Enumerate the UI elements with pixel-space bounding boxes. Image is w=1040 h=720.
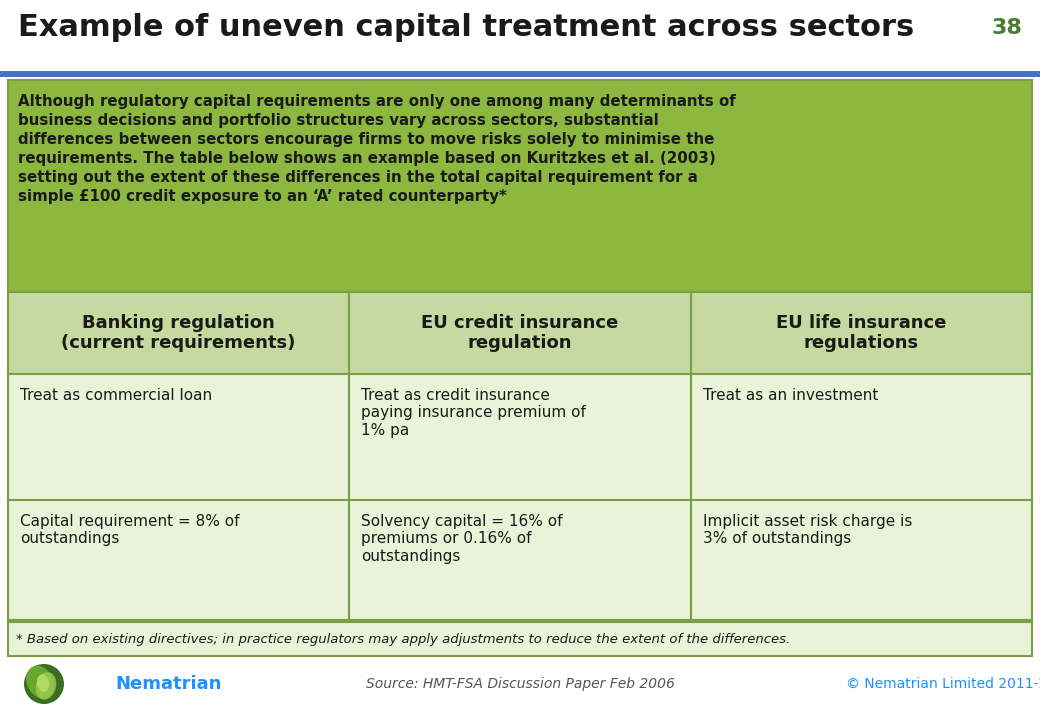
Text: Implicit asset risk charge is
3% of outstandings: Implicit asset risk charge is 3% of outs…	[703, 514, 912, 546]
Ellipse shape	[24, 664, 64, 704]
Text: Capital requirement = 8% of
outstandings: Capital requirement = 8% of outstandings	[20, 514, 239, 546]
Text: © Nematrian Limited 2011-2014: © Nematrian Limited 2011-2014	[847, 677, 1040, 691]
FancyBboxPatch shape	[0, 71, 1040, 77]
Text: EU credit insurance
regulation: EU credit insurance regulation	[421, 314, 619, 352]
Text: Treat as an investment: Treat as an investment	[703, 388, 878, 403]
Text: setting out the extent of these differences in the total capital requirement for: setting out the extent of these differen…	[18, 170, 698, 185]
Text: requirements. The table below shows an example based on Kuritzkes et al. (2003): requirements. The table below shows an e…	[18, 151, 716, 166]
FancyBboxPatch shape	[0, 0, 1040, 72]
Text: 38: 38	[991, 18, 1022, 38]
Text: Treat as credit insurance
paying insurance premium of
1% pa: Treat as credit insurance paying insuran…	[361, 388, 587, 438]
Text: differences between sectors encourage firms to move risks solely to minimise the: differences between sectors encourage fi…	[18, 132, 714, 147]
Text: business decisions and portfolio structures vary across sectors, substantial: business decisions and portfolio structu…	[18, 113, 658, 128]
Text: Solvency capital = 16% of
premiums or 0.16% of
outstandings: Solvency capital = 16% of premiums or 0.…	[361, 514, 563, 564]
FancyBboxPatch shape	[8, 80, 1032, 292]
Ellipse shape	[36, 674, 49, 692]
Text: Treat as commercial loan: Treat as commercial loan	[20, 388, 212, 403]
Text: Source: HMT-FSA Discussion Paper Feb 2006: Source: HMT-FSA Discussion Paper Feb 200…	[366, 677, 674, 691]
FancyBboxPatch shape	[8, 292, 1032, 620]
Text: Nematrian: Nematrian	[115, 675, 222, 693]
Text: simple £100 credit exposure to an ‘A’ rated counterparty*: simple £100 credit exposure to an ‘A’ ra…	[18, 189, 506, 204]
Text: EU life insurance
regulations: EU life insurance regulations	[776, 314, 946, 352]
FancyBboxPatch shape	[8, 292, 1032, 374]
Text: Although regulatory capital requirements are only one among many determinants of: Although regulatory capital requirements…	[18, 94, 735, 109]
Text: * Based on existing directives; in practice regulators may apply adjustments to : * Based on existing directives; in pract…	[16, 632, 790, 646]
Text: Banking regulation
(current requirements): Banking regulation (current requirements…	[61, 314, 295, 352]
Ellipse shape	[35, 672, 56, 700]
Text: Example of uneven capital treatment across sectors: Example of uneven capital treatment acro…	[18, 14, 914, 42]
FancyBboxPatch shape	[8, 622, 1032, 656]
Ellipse shape	[26, 666, 54, 698]
